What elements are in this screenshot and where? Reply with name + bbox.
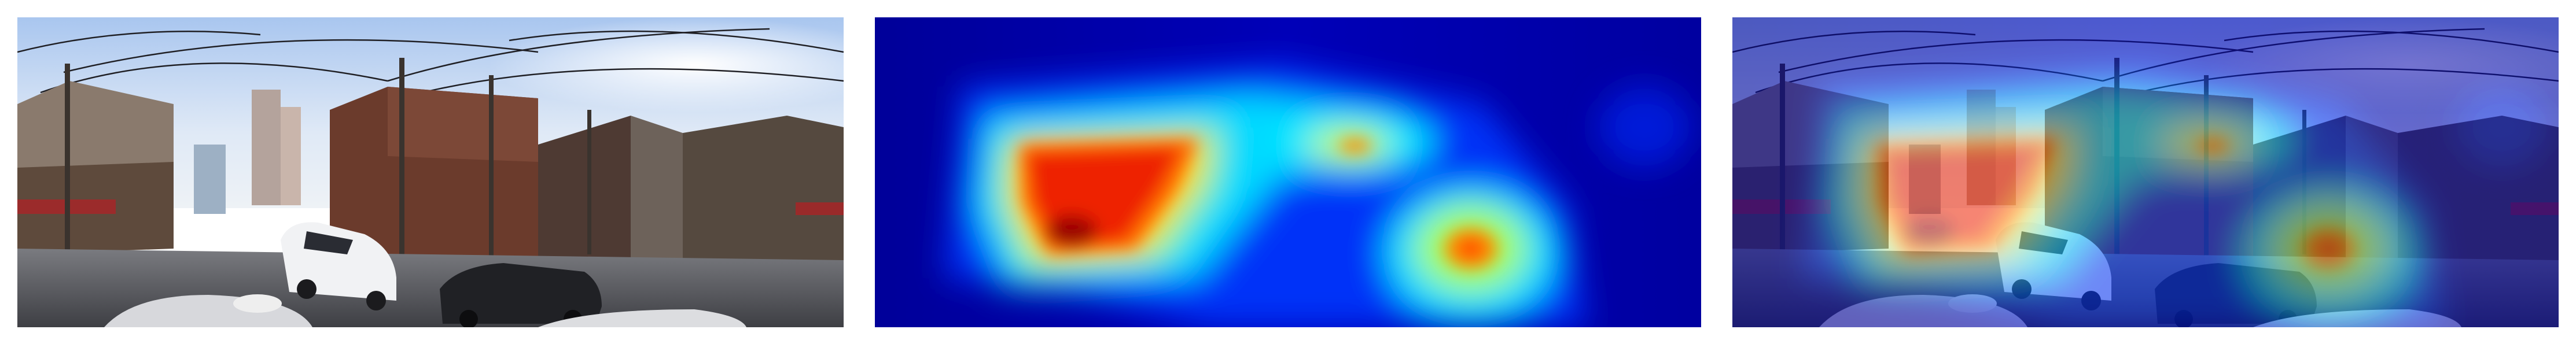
attention-heatmap <box>875 17 1701 327</box>
white-van <box>281 222 396 310</box>
heatmap-overlay <box>1732 17 2559 327</box>
heatmap-field <box>875 17 1701 327</box>
street-scene <box>17 17 844 327</box>
heatmap-overlay-panel <box>1732 17 2559 327</box>
tower-block <box>252 90 281 205</box>
black-car <box>440 263 602 327</box>
power-lines <box>17 28 844 94</box>
panorama-photo-panel <box>17 17 844 327</box>
right-building <box>683 116 844 289</box>
utility-poles <box>65 58 591 278</box>
attention-heatmap-panel <box>875 17 1701 327</box>
panorama-photo <box>17 17 844 327</box>
